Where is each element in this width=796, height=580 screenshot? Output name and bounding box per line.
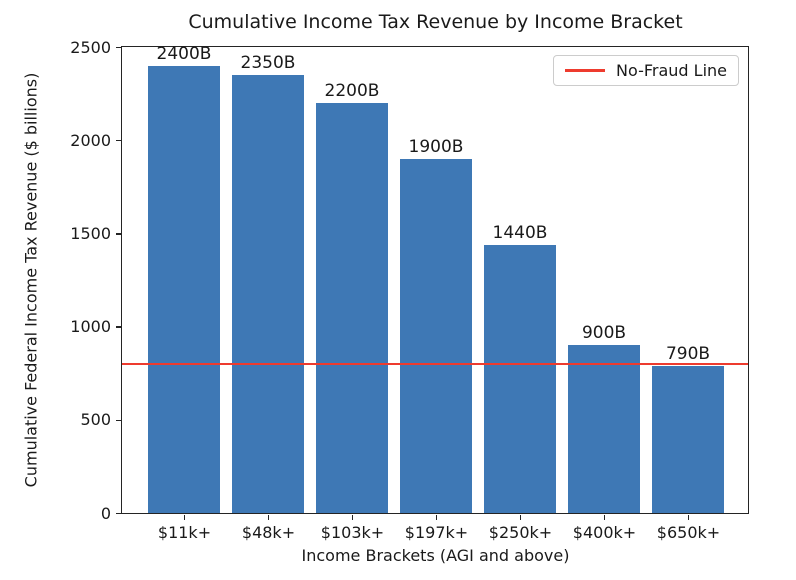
y-tick-label: 0 bbox=[100, 503, 111, 523]
x-tick-mark bbox=[267, 515, 270, 520]
no-fraud-line bbox=[122, 362, 748, 366]
x-tick-label: $400k+ bbox=[572, 522, 637, 542]
x-axis-label: Income Brackets (AGI and above) bbox=[301, 546, 570, 565]
legend-label: No-Fraud Line bbox=[616, 61, 727, 80]
x-tick-label: $197k+ bbox=[404, 522, 469, 542]
bar bbox=[484, 245, 556, 513]
bar-value-label: 2350B bbox=[240, 53, 296, 73]
bar-value-label: 1440B bbox=[492, 223, 548, 243]
bar-value-label: 1900B bbox=[408, 137, 464, 157]
plot-area: No-Fraud Line 2400B 2350B 2200B 1900B 1440B 9… bbox=[121, 44, 749, 514]
bar bbox=[148, 66, 220, 513]
x-tick-label: $11k+ bbox=[157, 522, 212, 542]
x-tick-label: $250k+ bbox=[488, 522, 553, 542]
bar bbox=[400, 159, 472, 513]
y-tick-mark bbox=[116, 139, 121, 142]
bar-value-label: 900B bbox=[581, 323, 627, 343]
chart-title: Cumulative Income Tax Revenue by Income … bbox=[188, 11, 683, 33]
y-tick-mark bbox=[116, 512, 121, 515]
y-axis-label: Cumulative Federal Income Tax Revenue ($… bbox=[21, 72, 41, 488]
bar-value-label: 2200B bbox=[324, 81, 380, 101]
bar-value-label: 790B bbox=[665, 344, 711, 364]
y-tick-label: 1500 bbox=[70, 223, 111, 243]
x-tick-mark bbox=[351, 515, 354, 520]
x-tick-mark bbox=[603, 515, 606, 520]
x-tick-mark bbox=[687, 515, 690, 520]
y-tick-label: 1000 bbox=[70, 317, 111, 337]
x-tick-label: $103k+ bbox=[320, 522, 385, 542]
y-tick-mark bbox=[116, 46, 121, 49]
bar bbox=[568, 345, 640, 513]
y-tick-mark bbox=[116, 326, 121, 328]
y-tick-label: 500 bbox=[80, 410, 111, 430]
bar-value-label: 2400B bbox=[156, 44, 212, 64]
x-tick-mark bbox=[519, 515, 522, 520]
y-tick-label: 2000 bbox=[70, 130, 111, 150]
legend-line-icon bbox=[565, 69, 606, 72]
x-tick-mark bbox=[435, 515, 438, 520]
bar bbox=[316, 103, 388, 513]
x-tick-mark bbox=[183, 515, 186, 520]
y-tick-mark bbox=[116, 233, 121, 235]
bar bbox=[232, 75, 304, 513]
y-tick-label: 2500 bbox=[70, 37, 111, 57]
x-tick-label: $48k+ bbox=[241, 522, 296, 542]
legend: No-Fraud Line bbox=[553, 55, 739, 86]
y-tick-mark bbox=[116, 419, 121, 422]
x-tick-label: $650k+ bbox=[656, 522, 721, 542]
bar bbox=[652, 366, 724, 513]
